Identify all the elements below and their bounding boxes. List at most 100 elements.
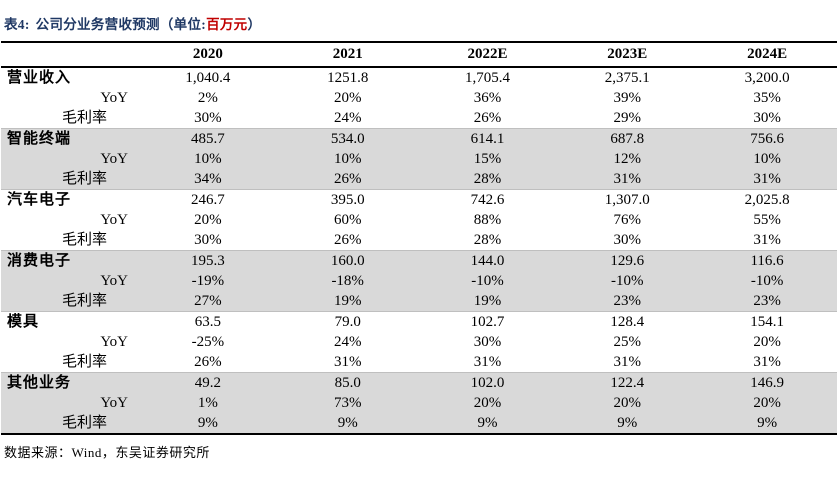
value-cell: 246.7 <box>138 189 278 210</box>
value-cell: 102.0 <box>417 372 558 393</box>
value-cell: 9% <box>138 413 278 435</box>
table-header: 2020 2021 2022E 2023E 2024E <box>1 41 837 68</box>
table-title-close-paren: ） <box>247 17 262 32</box>
data-source-note: 数据来源：Wind，东吴证券研究所 <box>4 445 210 460</box>
value-cell: 23% <box>557 291 698 312</box>
value-cell: 39% <box>613 90 642 106</box>
value-cell: 485.7 <box>138 128 278 149</box>
value-cell: 15% <box>417 149 558 169</box>
value-cell: 60% <box>333 212 362 228</box>
gross-margin-label-cell: 毛利率 <box>1 291 138 312</box>
value-cell: -25% <box>191 334 225 350</box>
value-cell: 20% <box>753 334 781 350</box>
table-body: 营业收入 1,040.4 1251.8 1,705.4 2,375.1 3,200.0 Yo… <box>1 66 837 435</box>
revenue-forecast-table: 2020 2021 2022E 2023E 2024E 营业收入 1,040.4 1251.… <box>1 41 837 435</box>
value-cell: 2,025.8 <box>697 189 837 210</box>
value-cell: 28% <box>417 169 558 190</box>
value-cell: 27% <box>138 291 278 312</box>
value-cell: 10% <box>138 149 278 169</box>
header-year-2: 2021 <box>277 41 418 68</box>
value-cell: 154.1 <box>697 311 837 332</box>
value-cell: 128.4 <box>557 311 698 332</box>
header-year-1: 2020 <box>138 41 278 68</box>
header-year-4: 2023E <box>557 41 698 68</box>
table-row: YoY -19% -18% -10% -10% -10% <box>1 271 837 291</box>
segment-name-cell: 汽车电子 <box>1 189 138 210</box>
table-row: 营业收入 1,040.4 1251.8 1,705.4 2,375.1 3,200.0 <box>1 66 837 88</box>
value-cell: 31% <box>557 169 698 190</box>
value-cell: -19% <box>138 271 278 291</box>
gross-margin-label-cell: 毛利率 <box>61 232 107 248</box>
table-title: 表4: 公司分业务营收预测（单位:百万元） <box>4 13 839 33</box>
value-cell: 20% <box>417 393 558 413</box>
value-cell: 85.0 <box>277 372 418 393</box>
segment-name-cell: 智能终端 <box>1 128 138 149</box>
segment-name-cell: 其他业务 <box>1 372 138 393</box>
value-cell: 534.0 <box>277 128 418 149</box>
value-cell: 31% <box>697 169 837 190</box>
yoy-label-cell: YoY <box>1 149 138 169</box>
value-cell: 2,375.1 <box>557 66 698 88</box>
yoy-label-cell: YoY <box>100 212 128 228</box>
value-cell: 2% <box>197 90 218 106</box>
table-row: YoY -25% 24% 30% 25% 20% <box>1 332 837 352</box>
table-row: 毛利率 27% 19% 19% 23% 23% <box>1 291 837 312</box>
value-cell: 144.0 <box>417 250 558 271</box>
segment-name-cell: 营业收入 <box>1 66 138 88</box>
value-cell: 88% <box>473 212 502 228</box>
value-cell: 102.7 <box>417 311 558 332</box>
table-row: 毛利率 30% 24% 26% 29% 30% <box>1 108 837 129</box>
gross-margin-label-cell: 毛利率 <box>61 354 107 370</box>
value-cell: 36% <box>473 90 502 106</box>
segment-name-cell: 消费电子 <box>1 250 138 271</box>
value-cell: 26% <box>194 354 222 370</box>
value-cell: 28% <box>473 232 502 248</box>
value-cell: 9% <box>557 413 698 435</box>
value-cell: 1,307.0 <box>557 189 698 210</box>
value-cell: 742.6 <box>417 189 558 210</box>
value-cell: 20% <box>557 393 698 413</box>
table-row: YoY 1% 73% 20% 20% 20% <box>1 393 837 413</box>
value-cell: 195.3 <box>138 250 278 271</box>
header-year-5: 2024E <box>697 41 837 68</box>
value-cell: 116.6 <box>697 250 837 271</box>
yoy-label-cell: YoY <box>100 90 128 106</box>
table-row: 毛利率 26% 31% 31% 31% 31% <box>1 352 837 373</box>
table-row: 其他业务 49.2 85.0 102.0 122.4 146.9 <box>1 372 837 393</box>
value-cell: 9% <box>417 413 558 435</box>
value-cell: 26% <box>473 110 502 126</box>
value-cell: 34% <box>138 169 278 190</box>
value-cell: 19% <box>417 291 558 312</box>
value-cell: 23% <box>697 291 837 312</box>
value-cell: 122.4 <box>557 372 698 393</box>
value-cell: 30% <box>753 110 781 126</box>
gross-margin-label-cell: 毛利率 <box>1 413 138 435</box>
table-row: 消费电子 195.3 160.0 144.0 129.6 116.6 <box>1 250 837 271</box>
table-row: YoY 2% 20% 36% 39% 35% <box>1 88 837 108</box>
value-cell: 30% <box>473 334 502 350</box>
value-cell: 26% <box>333 232 362 248</box>
value-cell: 160.0 <box>277 250 418 271</box>
value-cell: 76% <box>613 212 642 228</box>
gross-margin-label-cell: 毛利率 <box>1 169 138 190</box>
value-cell: 25% <box>613 334 642 350</box>
value-cell: 20% <box>697 393 837 413</box>
value-cell: 1% <box>138 393 278 413</box>
value-cell: 31% <box>333 354 362 370</box>
value-cell: 55% <box>753 212 781 228</box>
value-cell: 146.9 <box>697 372 837 393</box>
table-row: 毛利率 30% 26% 28% 30% 31% <box>1 230 837 251</box>
value-cell: 24% <box>333 110 362 126</box>
table-row: 智能终端 485.7 534.0 614.1 687.8 756.6 <box>1 128 837 149</box>
table-row: 模具 63.5 79.0 102.7 128.4 154.1 <box>1 311 837 332</box>
value-cell: 3,200.0 <box>697 66 837 88</box>
value-cell: 10% <box>277 149 418 169</box>
value-cell: 31% <box>753 232 781 248</box>
value-cell: 24% <box>333 334 362 350</box>
value-cell: 26% <box>277 169 418 190</box>
value-cell: 1251.8 <box>277 66 418 88</box>
value-cell: 29% <box>613 110 642 126</box>
value-cell: -10% <box>697 271 837 291</box>
table-unit-label: 百万元 <box>206 17 248 32</box>
yoy-label-cell: YoY <box>1 271 138 291</box>
